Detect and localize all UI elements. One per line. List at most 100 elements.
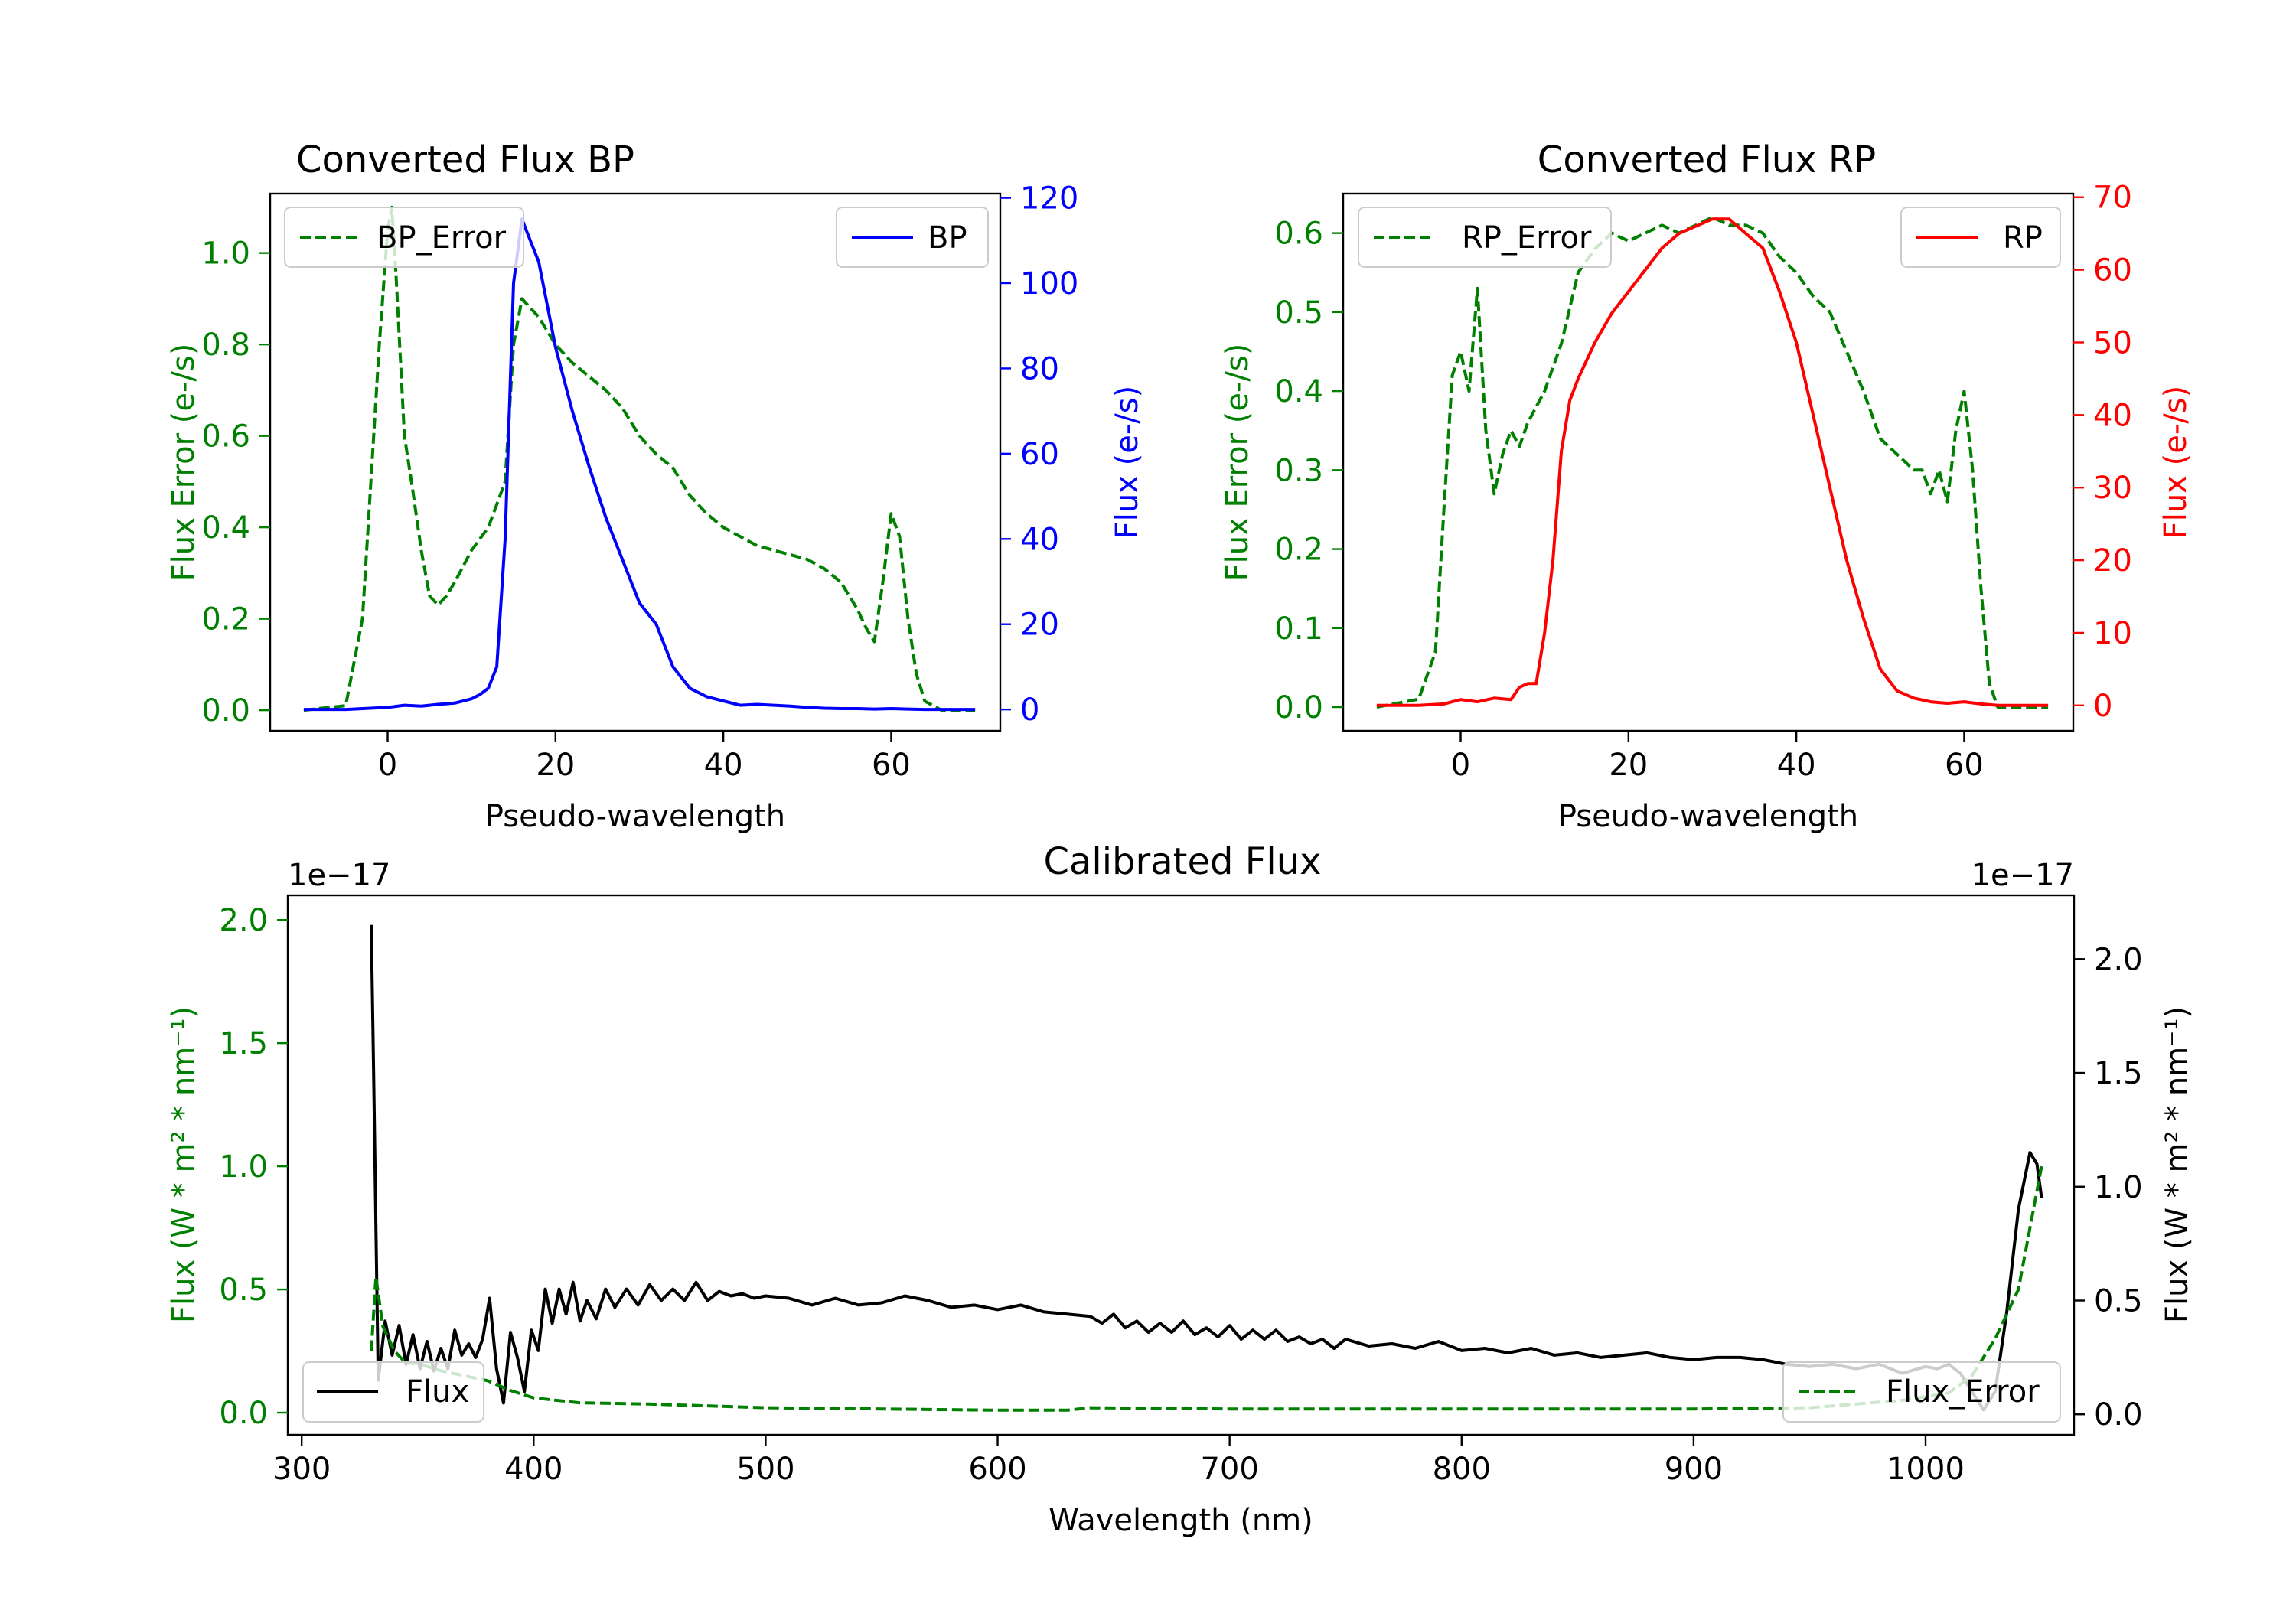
rp-right-tick-label: 50 [2093,325,2132,360]
rp-right-tick-label: 60 [2093,253,2132,288]
cal-x-tick-label: 300 [272,1452,331,1487]
rp-left-tick-label: 0.5 [1274,295,1323,331]
bp-plot-area [303,205,976,712]
rp-x-tick-label: 0 [1451,748,1470,783]
rp-xlabel: Pseudo-wavelength [1558,799,1858,834]
rp-left-tick-label: 0.3 [1274,453,1323,488]
calibrated-left-ticks: 0.0 0.5 1.0 1.5 2.0 [219,903,288,1431]
rp-right-ylabel: Flux (e-/s) [2158,386,2193,539]
calibrated-title: Calibrated Flux [1043,840,1321,883]
calibrated-flux-legend-label: Flux [406,1374,469,1410]
bp-right-tick-label: 80 [1020,351,1059,386]
cal-x-tick-label: 500 [736,1452,794,1487]
calibrated-right-offset: 1e−17 [1971,858,2074,893]
bp-right-ticks: 0 20 40 60 80 100 120 [1000,181,1078,728]
calibrated-frame [286,894,2076,1436]
rp-right-tick-label: 0 [2093,689,2112,724]
bp-flux-legend: BP [836,207,989,268]
rp-right-ticks: 0 10 20 30 40 50 60 70 [2073,181,2132,724]
rp-panel: Converted Flux RP 0 20 40 60 0.00.10.20.30.… [1220,139,2193,834]
bp-x-tick-label: 60 [872,748,911,783]
bp-left-tick-label: 0.2 [201,602,250,637]
rp-right-tick-label: 20 [2093,543,2132,579]
calibrated-error-legend: Flux_Error [1782,1361,2061,1423]
cal-right-tick-label: 2.0 [2094,942,2143,977]
cal-right-tick-label: 0.0 [2094,1397,2143,1433]
calibrated-left-offset: 1e−17 [288,858,390,893]
bp-right-tick-label: 40 [1020,522,1059,557]
cal-left-tick-label: 1.5 [219,1026,268,1061]
cal-right-tick-label: 1.0 [2094,1170,2143,1205]
cal-left-tick-label: 0.0 [219,1396,268,1431]
rp-x-tick-label: 20 [1609,748,1648,783]
cal-right-tick-label: 0.5 [2094,1283,2143,1319]
calibrated-error-legend-label: Flux_Error [1886,1374,2040,1410]
bp-right-tick-label: 0 [1020,693,1039,728]
cal-x-tick-label: 1000 [1887,1452,1965,1487]
rp-series-rp [1376,217,2049,707]
rp-error-legend-label: RP_Error [1462,220,1592,256]
cal-left-tick-label: 1.0 [219,1149,268,1185]
bp-left-ticks: 0.0 0.2 0.4 0.6 0.8 1.0 [201,236,270,729]
bp-right-tick-label: 60 [1020,437,1059,472]
rp-left-tick-label: 0.6 [1274,217,1323,252]
bp-left-tick-label: 0.8 [201,328,250,363]
rp-x-tick-label: 60 [1945,748,1984,783]
bp-error-legend-label: BP_Error [377,220,507,256]
cal-series-flux [370,924,2043,1412]
bp-error-legend: BP_Error [284,207,524,268]
rp-right-tick-label: 10 [2093,616,2132,651]
bp-xlabel: Pseudo-wavelength [485,799,785,834]
rp-series-rp-error [1376,216,2049,709]
rp-flux-legend: RP [1900,207,2061,268]
calibrated-x-ticks: 300 400 500 600 700 800 900 1000 [272,1435,1965,1487]
rp-right-tick-label: 40 [2093,398,2132,433]
rp-x-tick-label: 40 [1777,748,1816,783]
cal-left-tick-label: 2.0 [219,903,268,938]
rp-right-tick-label: 30 [2093,471,2132,506]
rp-x-ticks: 0 20 40 60 [1451,731,1984,783]
calibrated-right-ticks: 0.0 0.5 1.0 1.5 2.0 [2074,942,2143,1433]
cal-x-tick-label: 800 [1433,1452,1491,1487]
calibrated-right-ylabel: Flux (W * m² * nm⁻¹) [2160,1006,2195,1323]
bp-left-ylabel: Flux Error (e-/s) [166,344,201,582]
bp-title: Converted Flux BP [296,139,634,181]
rp-left-tick-label: 0.2 [1274,533,1323,568]
bp-flux-legend-label: BP [928,220,967,256]
cal-x-tick-label: 900 [1665,1452,1723,1487]
bp-right-tick-label: 100 [1020,266,1078,302]
cal-x-tick-label: 400 [504,1452,563,1487]
rp-frame [1342,192,2075,732]
bp-frame [269,192,1002,732]
calibrated-left-ylabel: Flux (W * m² * nm⁻¹) [166,1006,201,1323]
rp-error-legend: RP_Error [1358,207,1612,268]
bp-left-tick-label: 0.0 [201,693,250,729]
rp-left-ylabel: Flux Error (e-/s) [1220,344,1255,582]
bp-x-ticks: 0 20 40 60 [378,731,911,783]
bp-right-tick-label: 20 [1020,608,1059,643]
cal-x-tick-label: 600 [968,1452,1026,1487]
rp-left-ticks: 0.0 0.1 0.2 0.3 0.4 0.5 0.6 [1274,217,1343,725]
bp-right-tick-label: 120 [1020,181,1078,217]
rp-title: Converted Flux RP [1538,139,1876,181]
calibrated-panel: Calibrated Flux 1e−17 1e−17 300 400 500 600… [166,840,2195,1538]
rp-flux-legend-label: RP [2003,220,2043,256]
bp-x-tick-label: 20 [536,748,575,783]
rp-left-tick-label: 0.0 [1274,690,1323,725]
cal-x-tick-label: 700 [1200,1452,1258,1487]
rp-right-tick-label: 70 [2093,181,2132,216]
bp-right-ylabel: Flux (e-/s) [1110,386,1145,539]
bp-left-tick-label: 0.4 [201,510,250,546]
calibrated-xlabel: Wavelength (nm) [1049,1503,1313,1538]
cal-left-tick-label: 0.5 [219,1273,268,1308]
cal-right-tick-label: 1.5 [2094,1056,2143,1091]
bp-series-bp-error [303,205,976,712]
bp-left-tick-label: 0.6 [201,419,250,455]
rp-left-tick-label: 0.4 [1274,374,1323,409]
rp-left-tick-label: 0.1 [1274,611,1323,647]
bp-left-tick-label: 1.0 [201,236,250,272]
calibrated-flux-legend: Flux [302,1361,484,1423]
rp-plot-area [1376,216,2049,709]
bp-series-bp [303,217,976,712]
